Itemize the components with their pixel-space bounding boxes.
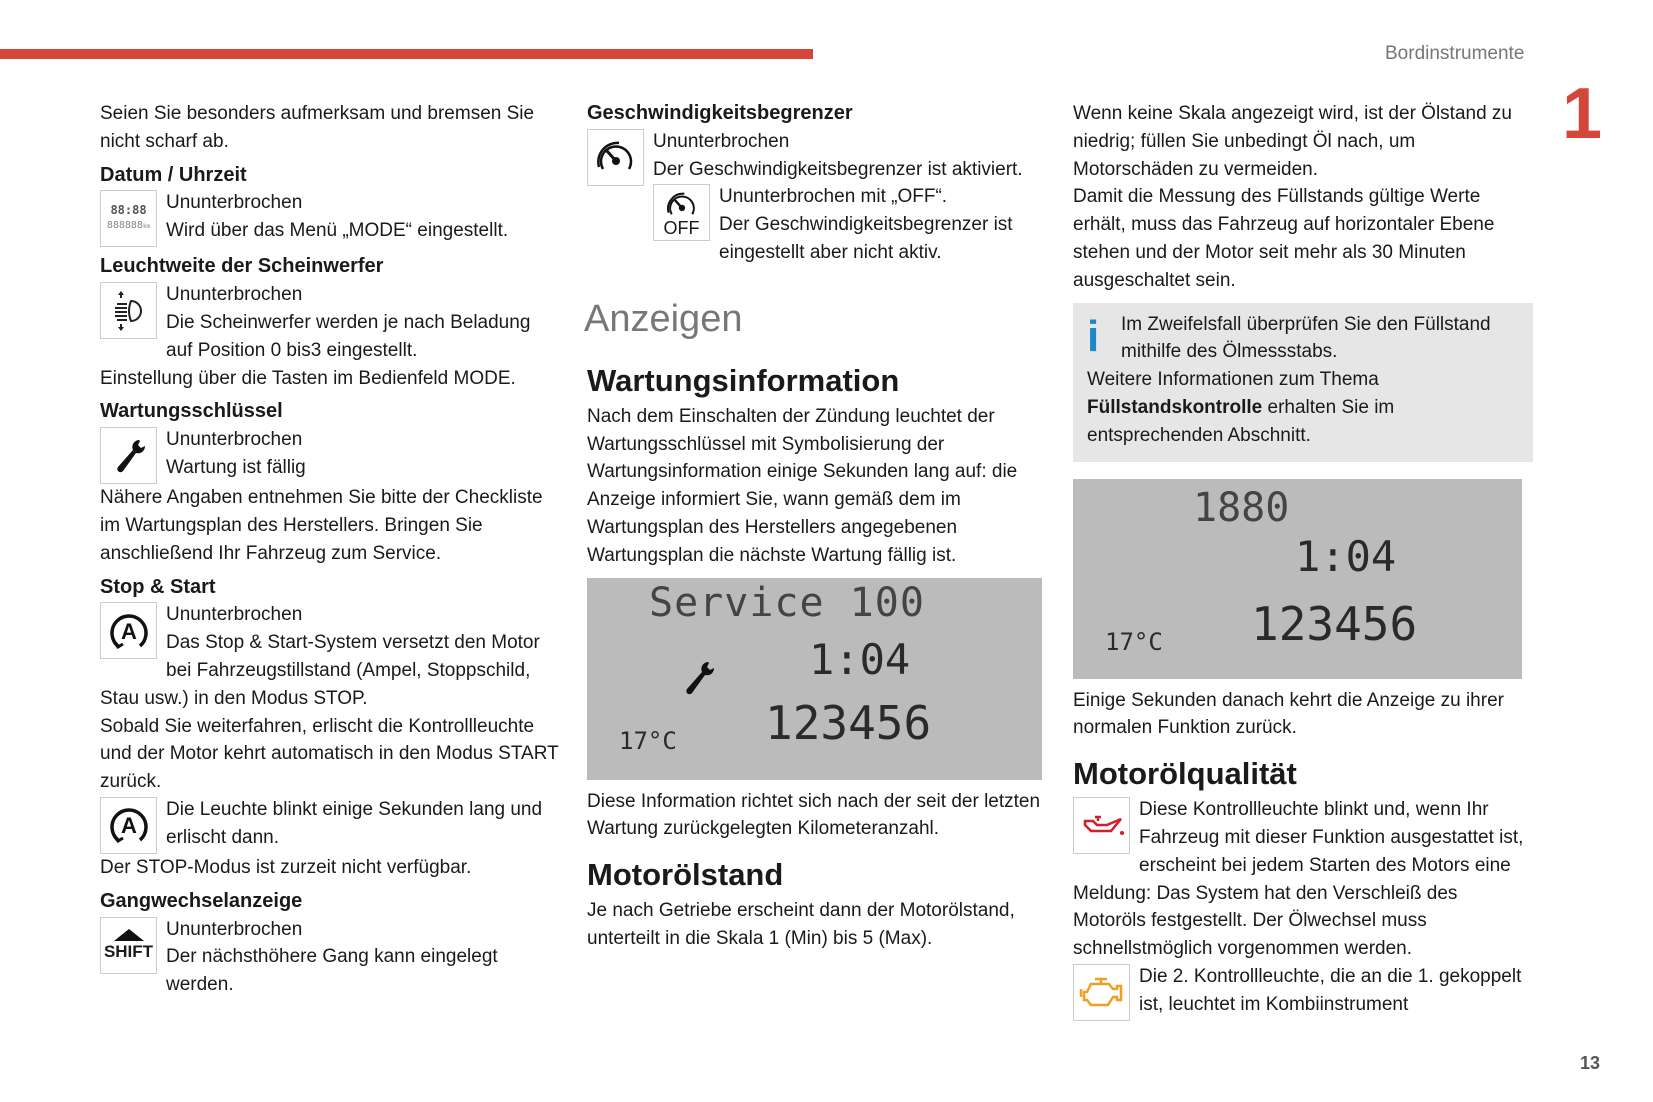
info-line-2a: Weitere Informationen zum Thema (1087, 369, 1379, 391)
limiter-line-4: Der Geschwindigkeitsbegrenzer ist einges… (719, 214, 1013, 263)
lcd-service-text: Service 100 (649, 579, 925, 626)
page-number: 13 (1580, 1053, 1601, 1073)
leuchtweite-line-3: Einstellung über die Tasten im Bedienfel… (100, 367, 516, 389)
oelstand-text: Je nach Getriebe erscheint dann der Moto… (587, 900, 1015, 949)
column-3: Wenn keine Skala angezeigt wird, ist der… (1073, 100, 1533, 1021)
section-title: Anzeigen (584, 297, 743, 340)
heading-datum: Datum / Uhrzeit (100, 163, 247, 186)
oel-para-3: Einige Sekunden danach kehrt die Anzeige… (1073, 689, 1504, 739)
lcd-wrench-icon (686, 661, 715, 694)
lcd-time: 1:04 (809, 634, 911, 684)
gang-line-2: Der nächsthöhere Gang kann eingelegt wer… (166, 946, 498, 996)
heading-oelstand: Motorölstand (587, 857, 784, 893)
speed-limiter-icon (587, 128, 644, 186)
speed-limiter-off-icon: OFF (653, 184, 710, 242)
qualitaet-line-1: Diese Kontrollleuchte blinkt und, wenn I… (1073, 799, 1524, 960)
oil-level-lcd-display: 1880 1:04 17°C 123456 (1073, 478, 1522, 679)
stopstart-line-5: Der STOP-Modus ist zurzeit nicht verfügb… (100, 856, 472, 878)
service-lcd-display: Service 100 1:04 17°C 123456 (587, 577, 1042, 780)
chapter-number: 1 (1562, 74, 1603, 154)
icon-km-text: 888888 (106, 220, 143, 232)
datum-line-2: Wird über das Menü „MODE“ eingestellt. (166, 220, 509, 242)
info-line-2c: erhalten Sie im entsprechenden Abschnitt… (1087, 396, 1395, 446)
limiter-line-2: Der Geschwindigkeitsbegrenzer ist aktivi… (653, 158, 1023, 180)
limiter-line-3: Ununterbrochen mit „OFF“. (719, 186, 948, 208)
intro-text: Seien Sie besonders aufmerksam und brems… (100, 103, 535, 152)
lcd-odometer: 123456 (765, 695, 932, 750)
heading-qualitaet: Motorölqualität (1073, 756, 1297, 792)
info-line-1: Im Zweifelsfall überprüfen Sie den Fülls… (1121, 313, 1491, 363)
lcd-temperature: 17°C (1105, 627, 1163, 656)
heading-leuchtweite: Leuchtweite der Scheinwerfer (100, 255, 384, 278)
icon-letter-a: A (121, 813, 137, 838)
heading-gang: Gangwechselanzeige (100, 889, 303, 912)
datum-line-1: Ununterbrochen (166, 192, 303, 214)
stop-start-blinking-icon: A (100, 796, 157, 854)
column-2: Geschwindigkeitsbegrenzer Ununterbrochen… (584, 100, 1042, 953)
stopstart-line-2: Das Stop & Start-System versetzt den Mot… (100, 632, 540, 709)
wartung-line-3: Nähere Angaben entnehmen Sie bitte der C… (100, 487, 543, 564)
leuchtweite-line-2: Die Scheinwerfer werden je nach Beladung… (166, 311, 531, 361)
wrench-icon (100, 427, 157, 485)
icon-letter-a: A (121, 619, 137, 644)
shift-icon: SHIFT (100, 916, 157, 974)
heading-wartung: Wartungsschlüssel (100, 400, 283, 423)
lcd-odometer: 123456 (1251, 596, 1418, 651)
limiter-line-1: Ununterbrochen (653, 130, 790, 152)
wartung-line-2: Wartung ist fällig (166, 456, 306, 478)
lcd-oil-value: 1880 (1193, 484, 1290, 531)
header-accent-bar (0, 49, 813, 59)
stopstart-line-3: Sobald Sie weiterfahren, erlischt die Ko… (100, 715, 559, 793)
stop-start-icon: A (100, 602, 157, 660)
leuchtweite-line-1: Ununterbrochen (166, 284, 303, 306)
oel-para-2: Damit die Messung des Füllstands gültige… (1073, 186, 1495, 291)
stopstart-line-4: Die Leuchte blinkt einige Sekunden lang … (166, 798, 543, 848)
oel-para-1: Wenn keine Skala angezeigt wird, ist der… (1073, 103, 1512, 180)
info-box: i Im Zweifelsfall überprüfen Sie den Fül… (1073, 302, 1533, 462)
heading-limiter: Geschwindigkeitsbegrenzer (587, 102, 853, 124)
icon-time-text: 88:88 (110, 203, 147, 218)
wartungsinfo-after: Diese Information richtet sich nach der … (587, 790, 1041, 840)
headlamp-leveling-icon (100, 282, 157, 340)
engine-warning-icon (1073, 963, 1130, 1021)
info-icon: i (1087, 311, 1100, 361)
info-line-2-bold: Füllstandskontrolle (1087, 396, 1263, 418)
gang-line-1: Ununterbrochen (166, 918, 303, 940)
oil-can-icon (1073, 797, 1130, 855)
lcd-temperature: 17°C (619, 726, 677, 755)
off-label: OFF (663, 217, 700, 238)
clock-display-icon: 88:88 888888km (100, 190, 157, 248)
column-1: Seien Sie besonders aufmerksam und brems… (100, 100, 560, 999)
heading-wartungsinformation: Wartungsinformation (587, 362, 900, 398)
wartung-line-1: Ununterbrochen (166, 429, 303, 451)
heading-stopstart: Stop & Start (100, 575, 216, 598)
qualitaet-line-2: Die 2. Kontrollleuchte, die an die 1. ge… (1139, 965, 1522, 1015)
stopstart-line-1: Ununterbrochen (166, 604, 303, 626)
icon-unit-text: km (142, 223, 151, 231)
running-title: Bordinstrumente (1385, 43, 1525, 64)
lcd-time: 1:04 (1295, 531, 1397, 581)
shift-label: SHIFT (103, 942, 154, 962)
wartungsinfo-text: Nach dem Einschalten der Zündung leuchte… (587, 405, 1018, 566)
